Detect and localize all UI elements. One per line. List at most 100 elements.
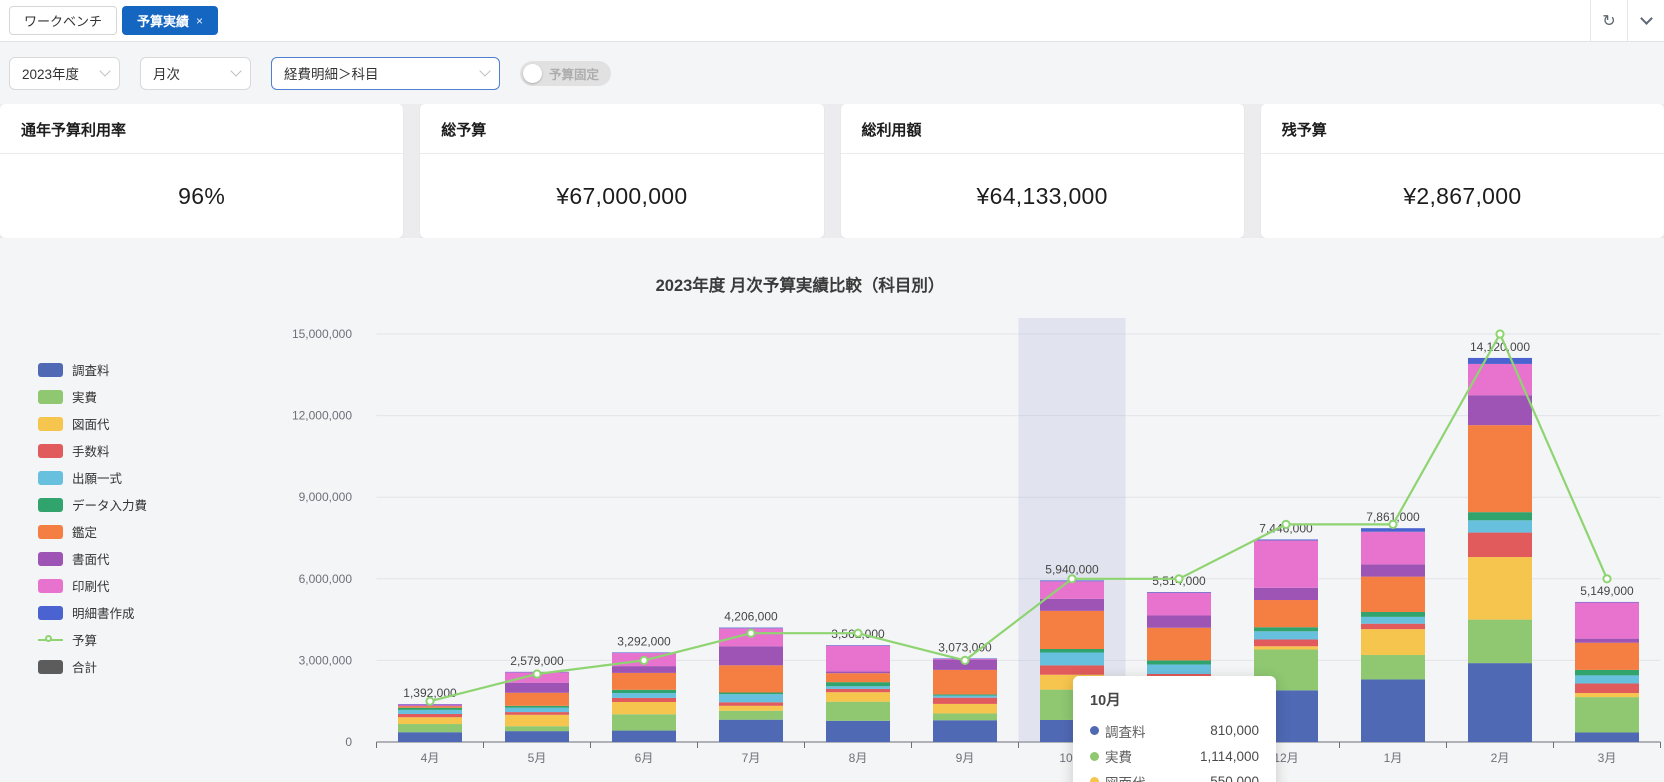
legend-item-鑑定[interactable]: 鑑定 — [38, 518, 147, 545]
bar-segment-図面代[interactable] — [826, 692, 890, 702]
bar-segment-書面代[interactable] — [398, 705, 462, 707]
stacked-bar-1月[interactable] — [1361, 528, 1425, 742]
bar-segment-調査料[interactable] — [612, 730, 676, 742]
bar-segment-実費[interactable] — [826, 701, 890, 721]
bar-segment-データ入力費[interactable] — [612, 689, 676, 694]
bar-segment-印刷代[interactable] — [1040, 581, 1104, 599]
stacked-bar-3月[interactable] — [1575, 601, 1639, 742]
dimension-select[interactable]: 経費明細＞科目 — [271, 56, 500, 90]
budget-line-marker[interactable] — [1495, 329, 1505, 339]
budget-line-marker[interactable] — [960, 655, 970, 665]
bar-segment-鑑定[interactable] — [1575, 642, 1639, 670]
bar-segment-実費[interactable] — [1361, 654, 1425, 680]
bar-segment-手数料[interactable] — [933, 697, 997, 704]
budget-line-marker[interactable] — [1388, 519, 1398, 529]
bar-segment-データ入力費[interactable] — [1575, 669, 1639, 676]
bar-segment-書面代[interactable] — [1575, 638, 1639, 643]
collapse-button[interactable] — [1627, 0, 1664, 41]
refresh-button[interactable]: ↻ — [1590, 0, 1627, 41]
bar-segment-明細書作成[interactable] — [719, 627, 783, 629]
budget-line-marker[interactable] — [1067, 574, 1077, 584]
bar-segment-データ入力費[interactable] — [1254, 627, 1318, 632]
tab-close-icon[interactable]: × — [196, 13, 204, 28]
stacked-bar-4月[interactable] — [398, 704, 462, 742]
legend-item-実費[interactable]: 実費 — [38, 383, 147, 410]
budget-line[interactable] — [429, 332, 1609, 703]
tab-workbench[interactable]: ワークベンチ — [9, 6, 118, 35]
bar-segment-図面代[interactable] — [612, 702, 676, 715]
bar-segment-出願一式[interactable] — [1040, 652, 1104, 666]
bar-segment-データ入力費[interactable] — [1468, 512, 1532, 521]
bar-segment-図面代[interactable] — [1361, 629, 1425, 655]
bar-segment-データ入力費[interactable] — [1361, 611, 1425, 617]
bar-segment-図面代[interactable] — [1575, 693, 1639, 698]
budget-fixed-toggle[interactable]: 予算固定 — [520, 60, 612, 86]
bar-segment-実費[interactable] — [612, 714, 676, 731]
bar-segment-鑑定[interactable] — [1254, 600, 1318, 628]
bar-segment-図面代[interactable] — [933, 703, 997, 714]
bar-segment-手数料[interactable] — [1040, 665, 1104, 675]
bar-segment-出願一式[interactable] — [1468, 520, 1532, 533]
bar-segment-出願一式[interactable] — [719, 694, 783, 703]
bar-segment-鑑定[interactable] — [1361, 576, 1425, 612]
bar-segment-手数料[interactable] — [1361, 623, 1425, 630]
bar-segment-書面代[interactable] — [719, 646, 783, 666]
bar-segment-出願一式[interactable] — [505, 707, 569, 713]
budget-line-marker[interactable] — [1602, 574, 1612, 584]
bar-segment-調査料[interactable] — [933, 720, 997, 742]
bar-segment-図面代[interactable] — [1254, 646, 1318, 650]
bar-segment-明細書作成[interactable] — [1468, 357, 1532, 364]
bar-segment-調査料[interactable] — [1575, 732, 1639, 742]
bar-segment-実費[interactable] — [933, 713, 997, 721]
legend-item-印刷代[interactable]: 印刷代 — [38, 572, 147, 599]
bar-segment-鑑定[interactable] — [505, 692, 569, 706]
bar-segment-図面代[interactable] — [1468, 557, 1532, 620]
bar-segment-書面代[interactable] — [505, 682, 569, 693]
chart-canvas[interactable]: 0 3,000,000 6,000,000 9,000,000 12,000,000 15… — [0, 238, 1664, 782]
bar-segment-データ入力費[interactable] — [398, 707, 462, 710]
bar-segment-鑑定[interactable] — [933, 669, 997, 695]
legend-item-明細書作成[interactable]: 明細書作成 — [38, 599, 147, 626]
budget-line-marker[interactable] — [1281, 519, 1291, 529]
bar-segment-印刷代[interactable] — [1147, 592, 1211, 616]
bar-segment-書面代[interactable] — [1040, 598, 1104, 611]
bar-segment-出願一式[interactable] — [398, 709, 462, 714]
bar-segment-実費[interactable] — [1468, 619, 1532, 664]
bar-segment-印刷代[interactable] — [1254, 540, 1318, 588]
bar-segment-書面代[interactable] — [1468, 395, 1532, 426]
bar-segment-鑑定[interactable] — [612, 672, 676, 690]
bar-segment-鑑定[interactable] — [719, 665, 783, 693]
bar-segment-鑑定[interactable] — [1468, 425, 1532, 513]
bar-segment-明細書作成[interactable] — [1254, 539, 1318, 541]
legend-item-図面代[interactable]: 図面代 — [38, 410, 147, 437]
bar-segment-手数料[interactable] — [612, 697, 676, 703]
bar-segment-印刷代[interactable] — [1361, 531, 1425, 565]
stacked-bar-6月[interactable] — [612, 652, 676, 742]
bar-segment-手数料[interactable] — [398, 713, 462, 718]
bar-segment-データ入力費[interactable] — [1147, 660, 1211, 665]
bar-segment-書面代[interactable] — [1147, 615, 1211, 628]
bar-segment-書面代[interactable] — [826, 671, 890, 674]
bar-segment-出願一式[interactable] — [1575, 675, 1639, 684]
bar-segment-出願一式[interactable] — [1254, 631, 1318, 640]
bar-segment-データ入力費[interactable] — [826, 682, 890, 687]
bar-segment-調査料[interactable] — [1361, 679, 1425, 742]
bar-segment-手数料[interactable] — [505, 712, 569, 715]
bar-segment-鑑定[interactable] — [398, 706, 462, 708]
legend-item-書面代[interactable]: 書面代 — [38, 545, 147, 572]
bar-segment-書面代[interactable] — [1361, 564, 1425, 577]
bar-segment-印刷代[interactable] — [826, 645, 890, 672]
stacked-bar-8月[interactable] — [826, 645, 890, 742]
bar-segment-明細書作成[interactable] — [826, 645, 890, 646]
legend-item-出願一式[interactable]: 出願一式 — [38, 464, 147, 491]
bar-segment-明細書作成[interactable] — [1361, 528, 1425, 532]
bar-segment-書面代[interactable] — [1254, 587, 1318, 601]
bar-segment-データ入力費[interactable] — [933, 694, 997, 696]
legend-item-手数料[interactable]: 手数料 — [38, 437, 147, 464]
bar-segment-印刷代[interactable] — [1468, 363, 1532, 396]
bar-segment-出願一式[interactable] — [1361, 616, 1425, 624]
bar-segment-鑑定[interactable] — [826, 673, 890, 683]
bar-segment-調査料[interactable] — [719, 719, 783, 742]
bar-segment-出願一式[interactable] — [826, 686, 890, 689]
stacked-bar-10月[interactable] — [1040, 580, 1104, 742]
